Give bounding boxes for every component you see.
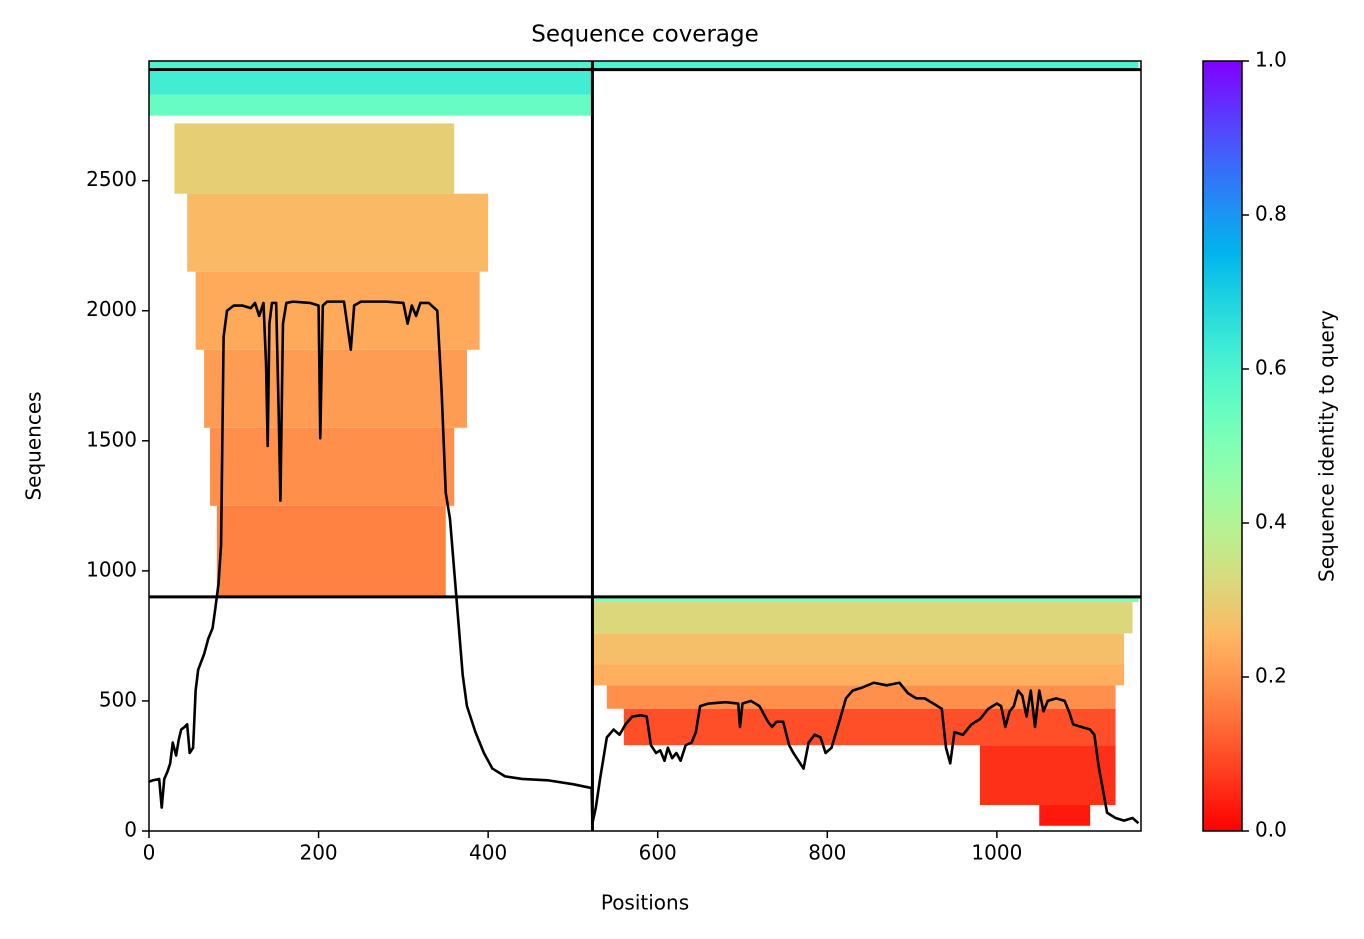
x-tick-label: 800	[808, 841, 846, 865]
msa-band	[216, 505, 446, 597]
msa-band	[195, 271, 480, 350]
msa-band	[204, 349, 467, 428]
colorbar	[1202, 60, 1243, 832]
y-tick-label: 2500	[86, 167, 137, 191]
msa-band	[210, 427, 455, 506]
y-tick-label: 1000	[86, 557, 137, 581]
msa-band	[592, 602, 1133, 634]
msa-band	[1039, 804, 1091, 826]
colorbar-tick-label: 0.0	[1255, 818, 1287, 842]
colorbar-label: Sequence identity to query	[1315, 310, 1339, 582]
msa-band	[187, 193, 489, 272]
msa-band	[592, 633, 1125, 665]
x-tick-label: 1000	[971, 841, 1022, 865]
y-tick-label: 2000	[86, 297, 137, 321]
msa-band	[149, 94, 592, 116]
y-tick-label: 1500	[86, 427, 137, 451]
x-tick-label: 600	[639, 841, 677, 865]
x-tick-label: 0	[143, 841, 156, 865]
msa-band	[149, 71, 592, 95]
x-tick-label: 200	[299, 841, 337, 865]
plot-frame	[148, 60, 1142, 832]
x-tick-label: 400	[469, 841, 507, 865]
colorbar-tick-label: 0.4	[1255, 510, 1287, 534]
msa-band	[979, 745, 1116, 805]
coverage-line	[148, 300, 1140, 825]
colorbar-tick-label: 0.2	[1255, 664, 1287, 688]
y-axis-label: Sequences	[22, 391, 46, 500]
y-tick-label: 500	[99, 687, 137, 711]
colorbar-tick-label: 0.6	[1255, 356, 1287, 380]
msa-band	[149, 60, 1139, 69]
y-tick-label: 0	[124, 818, 137, 842]
chart-title: Sequence coverage	[531, 22, 759, 48]
msa-band	[592, 664, 1125, 686]
colorbar-tick-label: 0.8	[1255, 202, 1287, 226]
colorbar-tick-label: 1.0	[1255, 48, 1287, 72]
msa-band	[174, 123, 455, 194]
msa-band	[592, 596, 1139, 603]
x-axis-label: Positions	[601, 891, 689, 915]
